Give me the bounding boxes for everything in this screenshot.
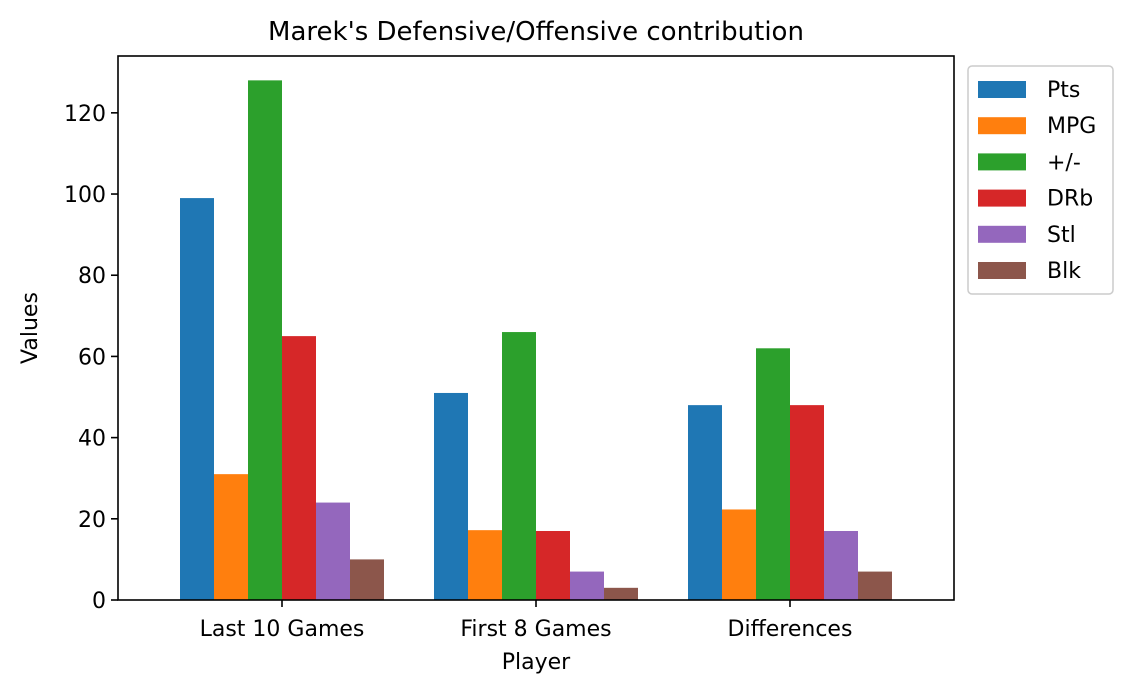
y-axis: 0 20 40 60 80 100 120 [64,102,118,614]
legend-swatch [978,117,1026,135]
y-tick-label: 0 [92,589,106,614]
x-category-label: First 8 Games [460,617,611,642]
bar-stl-0 [316,502,350,600]
bar-pts-1 [434,392,468,600]
legend-swatch [978,262,1026,279]
legend: Pts MPG +/- DRb Stl Blk [967,65,1114,295]
x-category-label: Last 10 Games [200,617,365,642]
legend-label: Pts [1047,78,1080,103]
legend-label: Blk [1047,259,1081,284]
bars-group [180,80,892,601]
chart-title: Marek's Defensive/Offensive contribution [268,17,804,47]
y-tick-label: 60 [78,345,106,370]
legend-label: MPG [1047,114,1096,139]
bar-stl-2 [824,530,858,600]
y-tick-label: 20 [78,508,106,533]
legend-frame [967,65,1114,295]
legend-swatch [978,189,1026,207]
legend-label: Stl [1047,223,1076,248]
y-tick-label: 100 [64,183,106,208]
bar-blk-1 [604,587,638,600]
legend-swatch [978,153,1026,171]
bar-blk-2 [858,571,892,600]
bar-mpg-1 [468,530,502,600]
bar-drb-2 [790,405,824,600]
bar---1 [502,332,536,600]
bar-drb-1 [536,530,570,600]
bar-drb-0 [282,336,316,600]
x-axis-title: Player [502,650,571,675]
legend-label: DRb [1047,187,1093,212]
bar-mpg-0 [214,474,248,600]
legend-swatch [978,225,1026,243]
y-tick-label: 40 [78,427,106,452]
y-tick-label: 80 [78,264,106,289]
x-category-label: Differences [728,617,853,642]
x-axis: Last 10 Games First 8 Games Differences [200,600,853,642]
bar-stl-1 [570,571,604,600]
legend-label: +/- [1047,150,1081,175]
y-axis-title: Values [18,292,43,364]
bar-mpg-2 [722,509,756,600]
bar-blk-0 [350,559,384,600]
bar---0 [248,80,282,601]
bar-pts-0 [180,198,214,600]
y-tick-label: 120 [64,102,106,127]
bar-pts-2 [688,405,722,600]
legend-swatch [978,81,1026,98]
bar---2 [756,348,790,600]
